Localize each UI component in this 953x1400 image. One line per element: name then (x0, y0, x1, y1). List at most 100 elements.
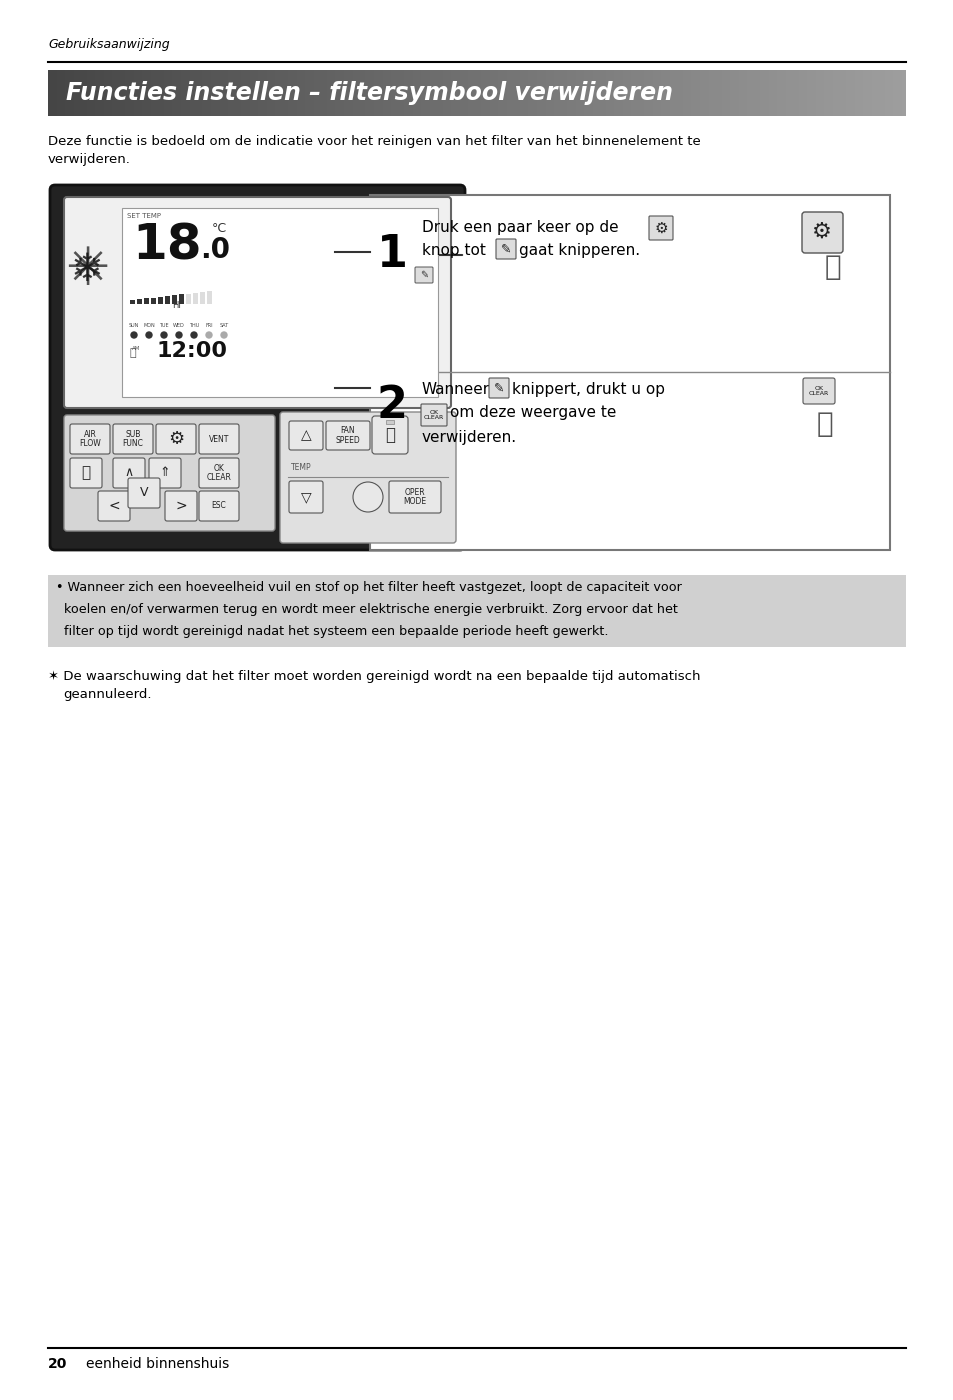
Bar (172, 70, 177, 116)
Bar (305, 70, 310, 116)
Bar (777, 70, 781, 116)
Bar (108, 70, 112, 116)
Bar (760, 70, 764, 116)
Bar (785, 70, 790, 116)
Bar (155, 70, 160, 116)
Bar (130, 300, 135, 304)
Bar (275, 70, 280, 116)
Bar (181, 70, 186, 116)
Bar (738, 70, 742, 116)
Bar (858, 70, 862, 116)
Text: ✎: ✎ (500, 242, 511, 255)
Bar (430, 70, 435, 116)
Bar (447, 70, 452, 116)
Bar (473, 70, 477, 116)
Text: Gebruiksaanwijzing: Gebruiksaanwijzing (48, 38, 170, 50)
Bar (600, 70, 605, 116)
Bar (138, 70, 143, 116)
Bar (678, 70, 682, 116)
Bar (597, 70, 601, 116)
Text: ∧: ∧ (124, 466, 133, 479)
Bar (250, 70, 254, 116)
Bar (186, 294, 191, 304)
Bar (614, 70, 618, 116)
Bar (48, 70, 52, 116)
Bar (464, 70, 469, 116)
Bar (511, 70, 516, 116)
Bar (815, 70, 820, 116)
Bar (198, 70, 203, 116)
Bar (892, 70, 897, 116)
Bar (144, 298, 149, 304)
Bar (335, 70, 340, 116)
Bar (476, 70, 481, 116)
Bar (322, 70, 327, 116)
Bar (56, 70, 61, 116)
FancyBboxPatch shape (156, 424, 195, 454)
Text: TUE: TUE (159, 323, 169, 328)
Text: Deze functie is bedoeld om de indicatie voor het reinigen van het filter van het: Deze functie is bedoeld om de indicatie … (48, 134, 700, 148)
Text: ⇑: ⇑ (159, 466, 170, 479)
Bar (200, 293, 205, 304)
Bar (820, 70, 824, 116)
Bar (674, 70, 679, 116)
Bar (416, 70, 421, 116)
Bar (434, 70, 438, 116)
Bar (540, 70, 545, 116)
Text: ⏱: ⏱ (81, 465, 91, 480)
Bar (734, 70, 739, 116)
Bar (862, 70, 867, 116)
Bar (391, 70, 395, 116)
Bar (554, 70, 558, 116)
Text: Wanneer: Wanneer (421, 382, 490, 398)
Bar (802, 70, 807, 116)
Bar (95, 70, 100, 116)
Text: eenheid binnenshuis: eenheid binnenshuis (86, 1357, 229, 1371)
Bar (176, 70, 181, 116)
Bar (631, 70, 636, 116)
Circle shape (221, 332, 227, 337)
FancyBboxPatch shape (64, 414, 274, 531)
Bar (845, 70, 850, 116)
FancyBboxPatch shape (415, 267, 433, 283)
Bar (236, 70, 241, 116)
Bar (172, 295, 177, 304)
Bar (91, 70, 95, 116)
Text: gaat knipperen.: gaat knipperen. (518, 244, 639, 258)
Bar (404, 70, 409, 116)
Text: VENT: VENT (209, 434, 229, 444)
Bar (537, 70, 541, 116)
Bar (365, 70, 370, 116)
Bar (116, 70, 121, 116)
Circle shape (175, 332, 182, 337)
Bar (660, 70, 665, 116)
Bar (408, 70, 413, 116)
Circle shape (353, 482, 382, 512)
Bar (648, 70, 653, 116)
Bar (626, 70, 631, 116)
Bar (618, 70, 622, 116)
Bar (489, 70, 495, 116)
Bar (168, 70, 172, 116)
Bar (871, 70, 876, 116)
Bar (202, 70, 207, 116)
Bar (837, 70, 841, 116)
Text: • Wanneer zich een hoeveelheid vuil en stof op het filter heeft vastgezet, loopt: • Wanneer zich een hoeveelheid vuil en s… (56, 581, 681, 594)
Text: knippert, drukt u op: knippert, drukt u op (512, 382, 664, 398)
Bar (712, 70, 717, 116)
FancyBboxPatch shape (64, 197, 451, 407)
Bar (378, 70, 383, 116)
Bar (245, 70, 250, 116)
Bar (897, 70, 902, 116)
Bar (901, 70, 905, 116)
Bar (866, 70, 871, 116)
Text: ▽: ▽ (300, 490, 311, 504)
Bar (717, 70, 721, 116)
Bar (164, 70, 169, 116)
Bar (374, 70, 378, 116)
Bar (185, 70, 190, 116)
Bar (262, 70, 267, 116)
FancyBboxPatch shape (326, 421, 370, 449)
FancyBboxPatch shape (50, 185, 464, 550)
Bar (438, 70, 443, 116)
